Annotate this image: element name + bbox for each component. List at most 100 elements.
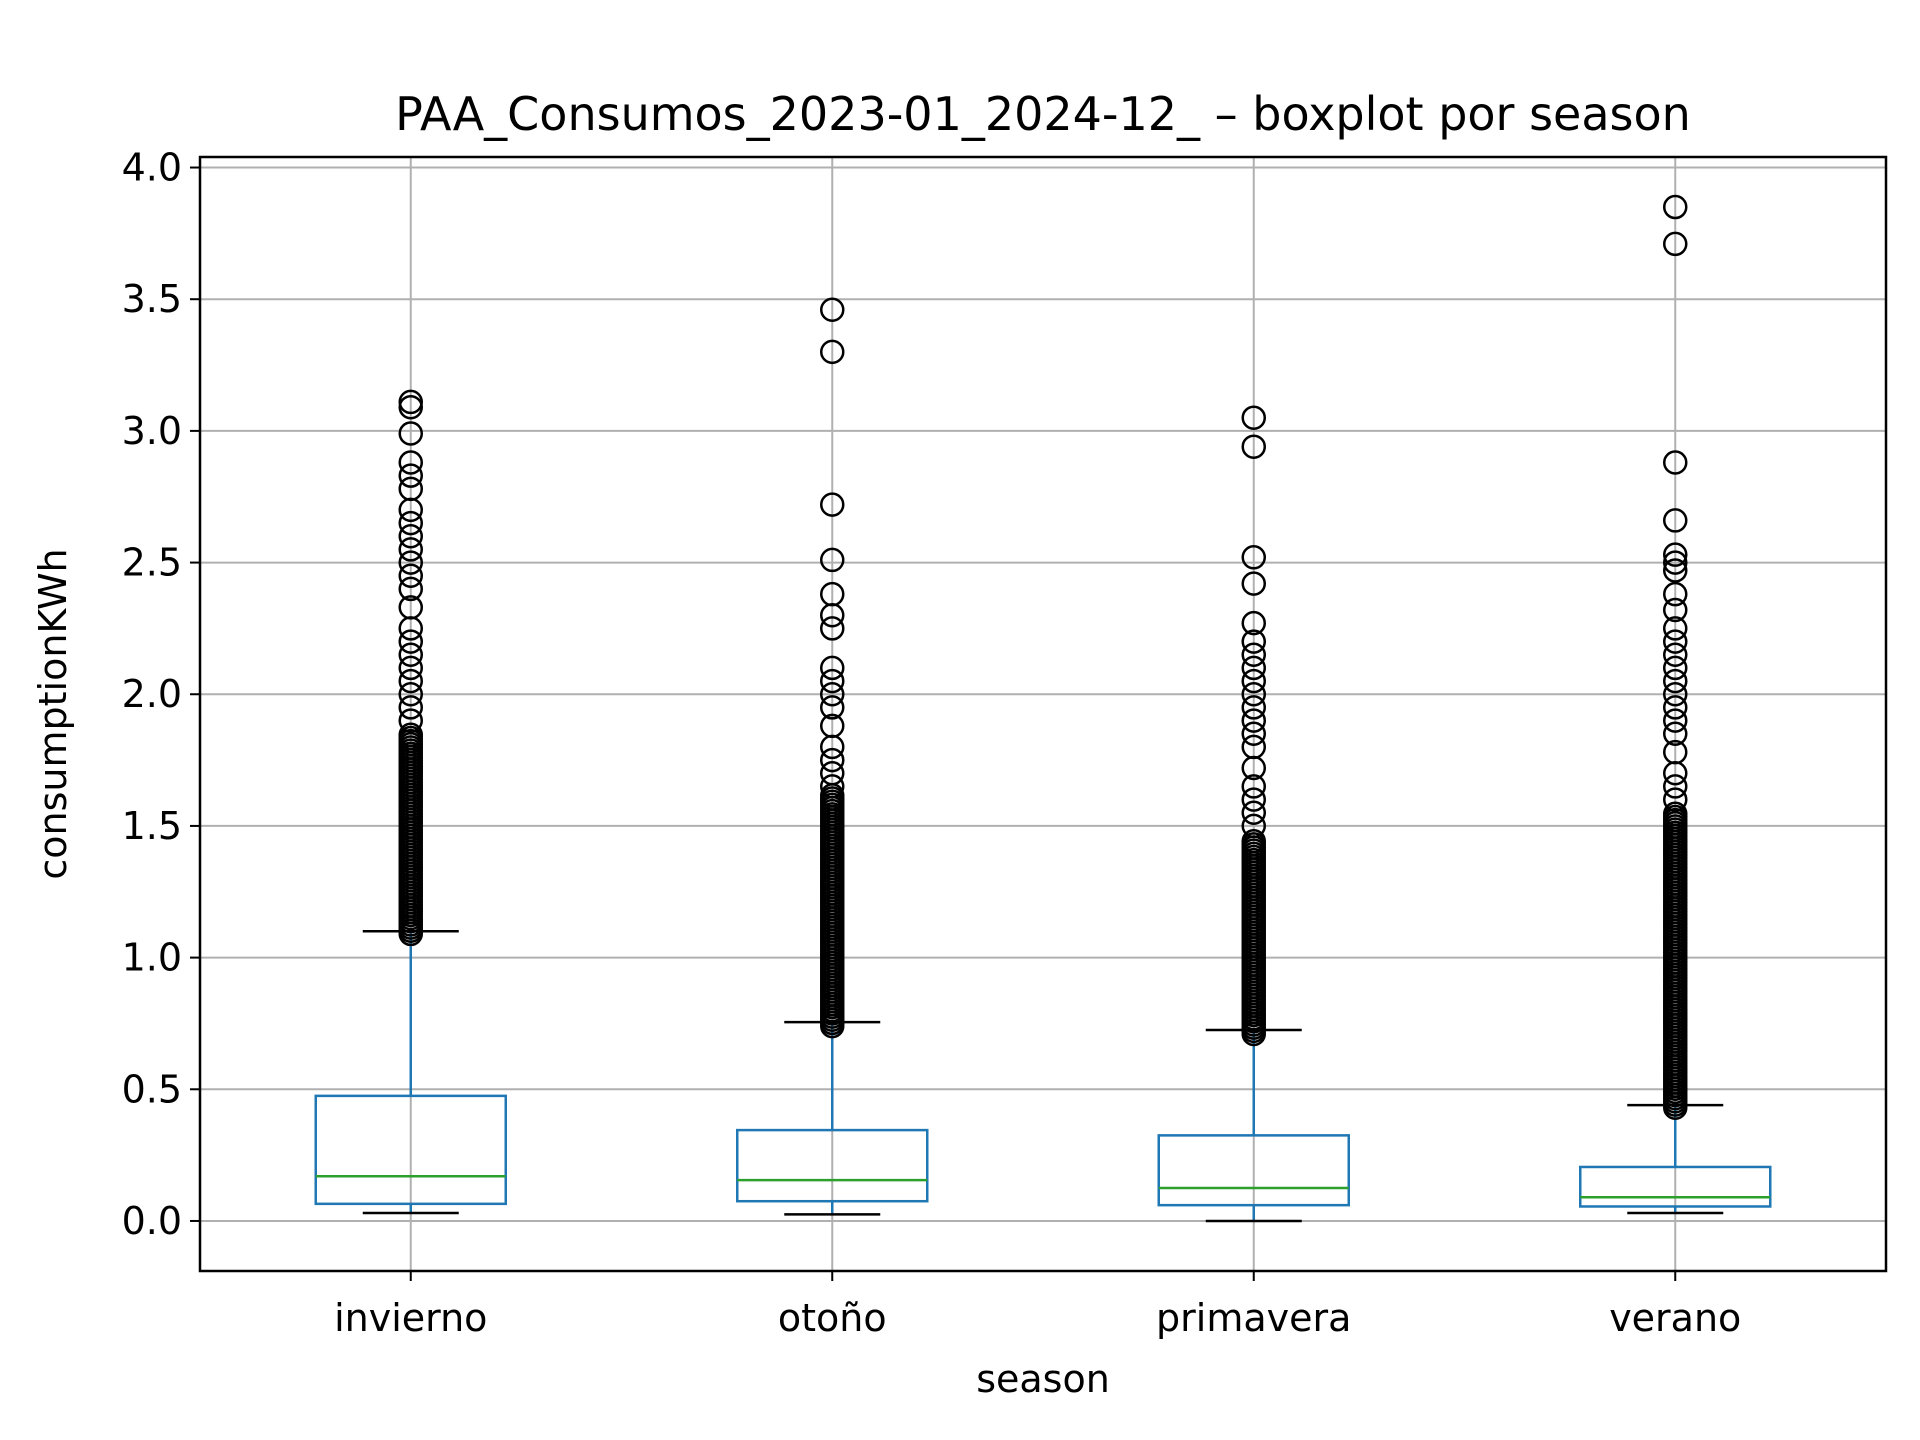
box-invierno: [314, 1094, 507, 1206]
outlier-point: [820, 547, 845, 573]
outlier-point: [820, 297, 845, 322]
outlier-point: [820, 774, 845, 799]
outlier-point: [398, 642, 423, 667]
outlier-point: [1663, 681, 1688, 707]
outlier-point: [1241, 610, 1266, 636]
outlier-point: [820, 492, 845, 517]
outlier-point: [398, 668, 423, 694]
plot-frame: [198, 155, 1888, 1273]
outlier-point: [1663, 581, 1688, 607]
outlier-point: [820, 761, 845, 786]
outlier-point: [820, 668, 845, 694]
outlier-point: [398, 629, 423, 654]
y-tick-label: 4.0: [122, 146, 182, 190]
y-tick-label: 3.5: [122, 277, 182, 321]
outlier-point: [1241, 774, 1266, 799]
outlier-point: [1241, 787, 1266, 812]
grid-lines: [200, 157, 1886, 1271]
outlier-point: [1663, 194, 1688, 220]
outlier-point: [398, 389, 423, 415]
outlier-point: [1663, 616, 1688, 641]
outlier-point: [820, 681, 845, 707]
outlier-point: [1663, 642, 1688, 667]
y-tick-label: 0.0: [122, 1199, 182, 1243]
outlier-point: [820, 695, 845, 720]
x-tick-label-3: verano: [1609, 1296, 1741, 1340]
x-tick-label-1: otoño: [778, 1296, 887, 1340]
outlier-point: [1663, 558, 1688, 583]
outlier-point: [1663, 629, 1688, 654]
outlier-point: [1663, 739, 1688, 765]
x-tick-label-0: invierno: [334, 1296, 487, 1340]
outlier-point: [1663, 655, 1688, 681]
outlier-point: [820, 616, 845, 641]
outlier-point: [398, 421, 423, 446]
y-tick-label: 3.0: [122, 409, 182, 453]
outlier-point: [1241, 721, 1266, 747]
outlier-point: [1663, 695, 1688, 720]
outlier-point: [1241, 571, 1266, 596]
outlier-point: [1241, 681, 1266, 707]
outlier-point: [398, 563, 423, 588]
outlier-point: [398, 595, 423, 620]
outlier-point: [1663, 450, 1688, 475]
outlier-point: [1663, 787, 1688, 812]
outlier-point: [398, 510, 423, 536]
outlier-point: [1663, 774, 1688, 799]
outlier-point: [398, 655, 423, 681]
outlier-point: [1241, 405, 1266, 430]
y-axis-label: consumptionKWh: [31, 548, 75, 879]
outlier-point: [1663, 721, 1688, 747]
outlier-point: [820, 747, 845, 773]
outlier-point: [398, 681, 423, 707]
x-axis-label: season: [976, 1357, 1110, 1401]
outlier-points: [398, 194, 1688, 1120]
outlier-point: [1663, 668, 1688, 694]
outlier-point: [1663, 597, 1688, 623]
outlier-point: [398, 537, 423, 562]
axis-ticks: 0.0 0.5 1.0 1.5 2.0 2.5 3.0 3.5 4.0 invierno otoño…: [122, 146, 1742, 1340]
outlier-point: [398, 523, 423, 549]
chart-title: PAA_Consumos_2023-01_2024-12_ – boxplot …: [395, 87, 1691, 141]
outlier-point: [1241, 629, 1266, 654]
box-otoño: [736, 1128, 929, 1203]
box-primavera: [1157, 1134, 1350, 1207]
outlier-point: [1241, 642, 1266, 667]
outlier-point: [820, 339, 845, 365]
outlier-point: [1241, 708, 1266, 733]
x-tick-label-2: primavera: [1156, 1296, 1351, 1340]
outlier-point: [398, 476, 423, 502]
outlier-point: [1241, 668, 1266, 694]
outlier-point: [1663, 708, 1688, 733]
outlier-point: [1663, 231, 1688, 257]
outlier-point: [1663, 542, 1688, 567]
outlier-point: [820, 655, 845, 681]
y-tick-label: 0.5: [122, 1067, 182, 1111]
outlier-point: [1241, 434, 1266, 459]
outlier-point: [398, 463, 423, 488]
outlier-point: [1241, 734, 1266, 760]
outlier-point: [1241, 813, 1266, 839]
y-tick-label: 1.5: [122, 804, 182, 848]
outlier-point: [1241, 800, 1266, 826]
outlier-point: [1241, 828, 1266, 854]
outlier-point: [1663, 508, 1688, 533]
outlier-point: [398, 695, 423, 720]
outlier-point: [1663, 550, 1688, 575]
box-elements: [314, 930, 1772, 1223]
outlier-point: [398, 550, 423, 575]
outlier-point: [398, 722, 423, 748]
outlier-point: [398, 450, 423, 475]
outlier-point: [1241, 655, 1266, 681]
outlier-point: [1663, 801, 1688, 827]
y-tick-label: 1.0: [122, 936, 182, 980]
outlier-point: [398, 576, 423, 602]
y-tick-label: 2.5: [122, 541, 182, 585]
outlier-point: [1241, 695, 1266, 720]
box-verano: [1579, 1165, 1772, 1208]
outlier-point: [1241, 545, 1266, 570]
outlier-point: [820, 581, 845, 607]
y-tick-label: 2.0: [122, 672, 182, 716]
outlier-point: [398, 708, 423, 733]
